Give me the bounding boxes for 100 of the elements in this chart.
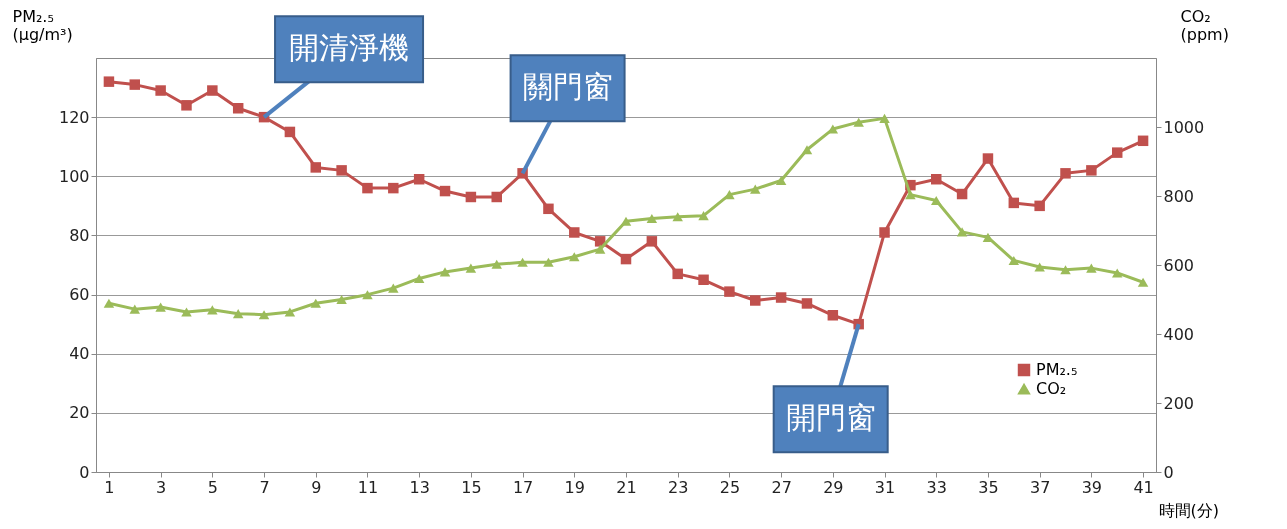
x-tick-label: 13 (409, 477, 430, 497)
x-tick-label: 15 (461, 477, 482, 497)
point (1137, 277, 1149, 287)
point (569, 252, 580, 262)
point (465, 191, 477, 203)
point (155, 85, 166, 96)
point (853, 117, 864, 127)
x-tick-label: 21 (616, 477, 637, 497)
y-tick-label: 20 (69, 403, 90, 423)
point (1060, 265, 1071, 275)
x-tick-label: 9 (311, 477, 322, 497)
point (1034, 200, 1045, 212)
point (594, 244, 606, 254)
point (775, 292, 787, 303)
legend-label: PM₂.₅ (1036, 360, 1078, 379)
y-tick-label: 80 (69, 225, 90, 245)
point (775, 175, 787, 186)
point (827, 310, 839, 321)
point (931, 195, 942, 206)
point (181, 307, 192, 317)
annotation: 開門窗 (785, 400, 876, 436)
point (569, 227, 580, 238)
point (956, 227, 968, 237)
y2-tick-label: 400 (1163, 324, 1195, 344)
legend-label: CO₂ (1036, 379, 1067, 398)
x-tick-label: 5 (207, 477, 218, 497)
point (1086, 165, 1097, 176)
point (103, 76, 115, 87)
x-tick-label: 35 (978, 477, 999, 497)
y-tick-label: 40 (69, 344, 90, 364)
y-tick-label: 60 (69, 285, 90, 305)
point (388, 182, 399, 194)
point (801, 298, 813, 309)
point (672, 268, 683, 280)
point (207, 305, 218, 315)
y2-axis-title: CO₂ (ppm) (1180, 6, 1229, 44)
point (517, 257, 528, 267)
x-tick-label: 11 (357, 477, 379, 497)
point (491, 191, 502, 203)
point (879, 227, 890, 238)
x-axis-title: 時間(分) (1158, 500, 1219, 520)
point (750, 184, 761, 194)
point (258, 310, 270, 320)
x-tick-label: 17 (512, 477, 534, 497)
x-tick-label: 19 (564, 477, 585, 497)
x-tick-label: 27 (771, 477, 792, 497)
point (905, 190, 916, 200)
y2-tick-label: 200 (1163, 393, 1195, 413)
point (465, 263, 477, 273)
point (284, 126, 296, 138)
x-tick-label: 1 (104, 477, 115, 497)
point (1086, 263, 1097, 273)
point (698, 274, 709, 286)
x-tick-label: 39 (1081, 477, 1103, 497)
point (982, 153, 994, 164)
x-tick-label: 25 (719, 477, 741, 497)
x-tick-label: 37 (1029, 477, 1051, 497)
point (620, 253, 632, 265)
point (620, 216, 632, 226)
point (181, 100, 192, 111)
point (129, 79, 141, 90)
point (1137, 135, 1149, 147)
point (336, 165, 347, 176)
point (750, 295, 761, 306)
point (956, 188, 968, 200)
point (413, 273, 425, 283)
x-tick-label: 3 (156, 477, 167, 497)
point (1008, 255, 1020, 266)
point (1008, 197, 1020, 209)
point (931, 174, 942, 185)
point (646, 213, 658, 223)
y-tick-label: 120 (58, 107, 90, 127)
point (646, 236, 658, 247)
point (439, 185, 451, 197)
point (672, 212, 683, 222)
point (724, 286, 735, 297)
point (284, 307, 296, 317)
point (413, 174, 425, 185)
x-tick-label: 41 (1133, 477, 1154, 497)
point (879, 113, 890, 123)
y-axis-title: PM₂.₅ (μg/m³) (12, 6, 73, 44)
point (698, 211, 709, 221)
point (543, 203, 554, 215)
y-tick-label: 100 (58, 166, 90, 186)
point (336, 294, 347, 305)
annotation: 開清淨機 (289, 30, 410, 66)
point (1034, 262, 1045, 272)
point (232, 309, 244, 319)
point (103, 298, 115, 308)
point (129, 304, 141, 314)
point (801, 145, 813, 155)
point (155, 302, 166, 312)
point (362, 290, 373, 300)
x-tick-label: 31 (874, 477, 896, 497)
point (388, 283, 399, 293)
point (724, 190, 735, 200)
point (310, 298, 321, 308)
point (439, 267, 451, 277)
point (491, 259, 502, 269)
y2-tick-label: 600 (1163, 255, 1195, 275)
